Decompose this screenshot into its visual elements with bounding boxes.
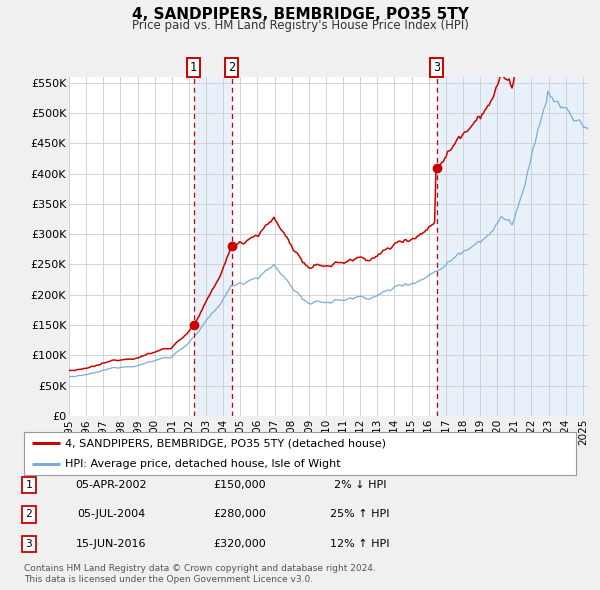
Text: 25% ↑ HPI: 25% ↑ HPI [330,510,390,519]
Text: 05-JUL-2004: 05-JUL-2004 [77,510,145,519]
Text: 4, SANDPIPERS, BEMBRIDGE, PO35 5TY: 4, SANDPIPERS, BEMBRIDGE, PO35 5TY [131,7,469,22]
Text: £150,000: £150,000 [214,480,266,490]
Text: 1: 1 [190,61,197,74]
Text: 05-APR-2002: 05-APR-2002 [75,480,147,490]
Bar [194,77,232,416]
Text: HPI: Average price, detached house, Isle of Wight: HPI: Average price, detached house, Isle… [65,460,341,469]
Bar [437,77,588,416]
Text: Contains HM Land Registry data © Crown copyright and database right 2024.: Contains HM Land Registry data © Crown c… [24,565,376,573]
Text: Price paid vs. HM Land Registry's House Price Index (HPI): Price paid vs. HM Land Registry's House … [131,19,469,32]
Text: 15-JUN-2016: 15-JUN-2016 [76,539,146,549]
Text: This data is licensed under the Open Government Licence v3.0.: This data is licensed under the Open Gov… [24,575,313,584]
Text: 3: 3 [25,539,32,549]
Text: 12% ↑ HPI: 12% ↑ HPI [330,539,390,549]
Text: 2: 2 [229,61,235,74]
Text: £320,000: £320,000 [214,539,266,549]
Text: 4, SANDPIPERS, BEMBRIDGE, PO35 5TY (detached house): 4, SANDPIPERS, BEMBRIDGE, PO35 5TY (deta… [65,438,386,448]
Text: 2: 2 [25,510,32,519]
Text: 1: 1 [25,480,32,490]
Text: 2% ↓ HPI: 2% ↓ HPI [334,480,386,490]
Text: £280,000: £280,000 [214,510,266,519]
Text: 3: 3 [433,61,440,74]
